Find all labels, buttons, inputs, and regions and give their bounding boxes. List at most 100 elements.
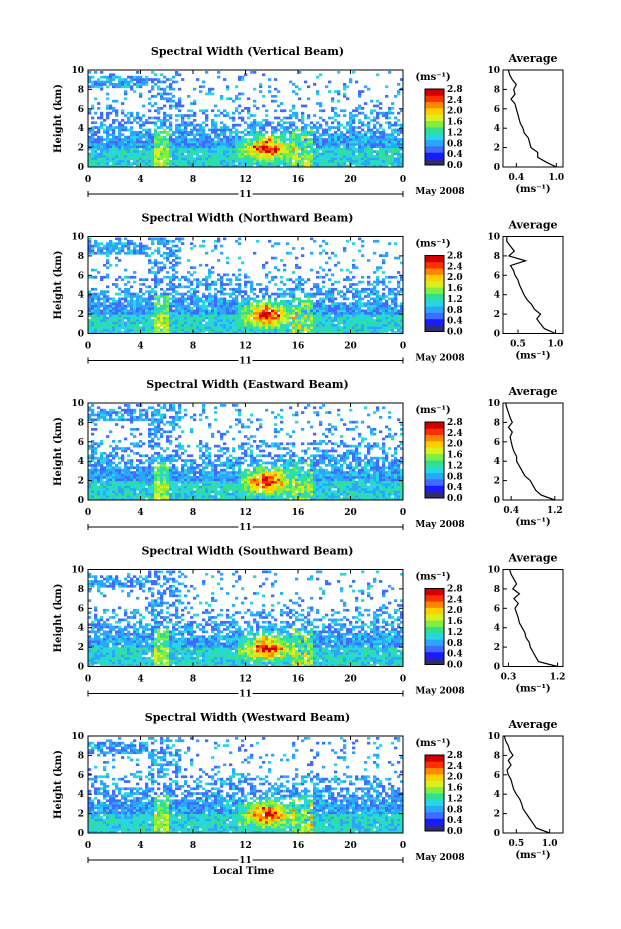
heatmap-cell xyxy=(172,131,175,134)
heatmap-cell xyxy=(280,312,283,315)
heatmap-cell xyxy=(172,252,175,255)
heatmap-cell xyxy=(250,302,253,305)
heatmap-cell xyxy=(130,464,133,467)
heatmap-cell xyxy=(196,278,199,281)
heatmap-cell xyxy=(214,326,217,329)
heatmap-cell xyxy=(325,293,328,296)
heatmap-cell xyxy=(340,150,343,153)
heatmap-cell xyxy=(316,76,319,79)
heatmap-cell xyxy=(97,326,100,329)
y-tick-label: 6 xyxy=(78,105,84,115)
heatmap-cell xyxy=(148,109,151,112)
heatmap-cell xyxy=(328,90,331,93)
heatmap-cell xyxy=(274,329,277,332)
heatmap-cell xyxy=(106,133,109,136)
heatmap-cell xyxy=(175,71,178,74)
heatmap-cell xyxy=(208,148,211,151)
heatmap-cell xyxy=(199,160,202,163)
heatmap-cell xyxy=(295,157,298,160)
heatmap-cell xyxy=(277,295,280,298)
heatmap-cell xyxy=(109,495,112,498)
heatmap-cell xyxy=(337,136,340,139)
heatmap-cell xyxy=(391,314,394,317)
heatmap-cell xyxy=(313,126,316,129)
heatmap-cell xyxy=(283,162,286,165)
heatmap-cell xyxy=(319,126,322,129)
heatmap-cell xyxy=(238,138,241,141)
heatmap-cell xyxy=(193,293,196,296)
heatmap-cell xyxy=(190,138,193,141)
heatmap-cell xyxy=(289,121,292,124)
heatmap-cell xyxy=(193,295,196,298)
heatmap-cell xyxy=(370,307,373,310)
heatmap-cell xyxy=(118,252,121,255)
heatmap-cell xyxy=(154,141,157,144)
heatmap-cell xyxy=(100,440,103,443)
heatmap-cell xyxy=(274,95,277,98)
heatmap-cell xyxy=(148,312,151,315)
heatmap-cell xyxy=(154,83,157,86)
heatmap-cell xyxy=(367,155,370,158)
heatmap-cell xyxy=(250,126,253,129)
heatmap-cell xyxy=(244,160,247,163)
heatmap-cell xyxy=(109,250,112,253)
heatmap-cell xyxy=(328,153,331,156)
heatmap-cell xyxy=(172,283,175,286)
heatmap-cell xyxy=(151,326,154,329)
heatmap-cell xyxy=(322,322,325,325)
heatmap-cell xyxy=(169,93,172,96)
heatmap-cell xyxy=(358,295,361,298)
heatmap-cell xyxy=(175,143,178,146)
heatmap-cell xyxy=(397,131,400,134)
heatmap-cell xyxy=(322,302,325,305)
heatmap-cell xyxy=(109,150,112,153)
heatmap-cell xyxy=(241,131,244,134)
heatmap-cell xyxy=(124,312,127,315)
heatmap-cell xyxy=(118,288,121,291)
heatmap-cell xyxy=(379,295,382,298)
heatmap-cell xyxy=(385,145,388,148)
heatmap-cell xyxy=(229,326,232,329)
heatmap-cell xyxy=(364,157,367,160)
heatmap-cell xyxy=(223,317,226,320)
heatmap-cell xyxy=(211,307,214,310)
heatmap-cell xyxy=(115,257,118,260)
heatmap-cell xyxy=(391,324,394,327)
heatmap-cell xyxy=(355,114,358,117)
heatmap-cell xyxy=(277,310,280,313)
heatmap-cell xyxy=(94,495,97,498)
heatmap-cell xyxy=(130,133,133,136)
heatmap-cell xyxy=(214,121,217,124)
heatmap-cell xyxy=(295,93,298,96)
heatmap-cell xyxy=(244,157,247,160)
heatmap-cell xyxy=(220,143,223,146)
heatmap-cell xyxy=(124,329,127,332)
heatmap-cell xyxy=(361,143,364,146)
heatmap-cell xyxy=(286,131,289,134)
heatmap-cell xyxy=(178,293,181,296)
heatmap-cell xyxy=(157,88,160,91)
heatmap-cell xyxy=(388,138,391,141)
heatmap-cell xyxy=(115,148,118,151)
heatmap-cell xyxy=(187,153,190,156)
heatmap-cell xyxy=(310,310,313,313)
heatmap-cell xyxy=(316,129,319,132)
heatmap-cell xyxy=(94,307,97,310)
heatmap-cell xyxy=(133,495,136,498)
heatmap-cell xyxy=(181,153,184,156)
heatmap-cell xyxy=(373,138,376,141)
heatmap-cell xyxy=(109,430,112,433)
heatmap-cell xyxy=(139,314,142,317)
heatmap-cell xyxy=(331,153,334,156)
heatmap-cell xyxy=(100,114,103,117)
heatmap-cell xyxy=(199,90,202,93)
heatmap-cell xyxy=(106,481,109,484)
heatmap-cell xyxy=(301,317,304,320)
heatmap-cell xyxy=(175,150,178,153)
heatmap-cell xyxy=(154,271,157,274)
heatmap-cell xyxy=(310,319,313,322)
heatmap-cell xyxy=(367,124,370,127)
heatmap-cell xyxy=(220,314,223,317)
heatmap-cell xyxy=(118,447,121,450)
heatmap-cell xyxy=(277,124,280,127)
